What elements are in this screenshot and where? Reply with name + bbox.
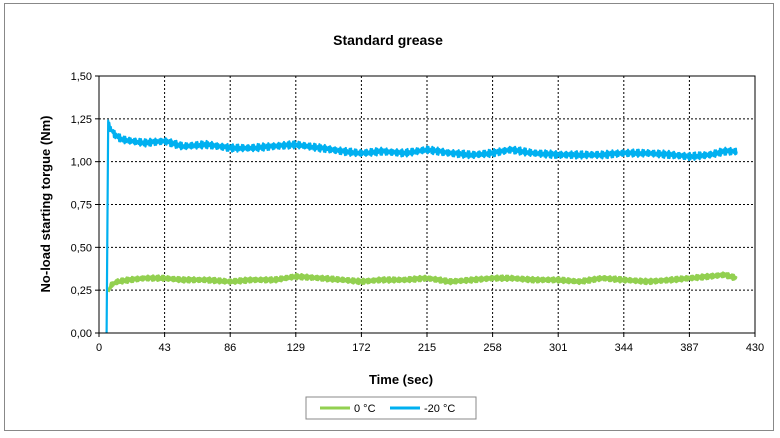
series-line-minus20-c [105,119,738,334]
y-tick-labels: 0,00 0,25 0,50 0,75 1,00 1,25 1,50 [71,71,92,340]
y-tick-label: 0,50 [71,242,92,254]
series-layer [105,119,738,334]
x-tick-label: 43 [158,342,170,354]
y-tick-label: 0,75 [71,200,92,212]
series-line-zero-c [106,271,738,293]
y-tick-label: 1,50 [71,71,92,83]
x-tick-label: 172 [352,342,370,354]
x-tick-label: 301 [549,342,567,354]
y-tick-label: 1,25 [71,114,92,126]
x-tick-label: 387 [680,342,698,354]
legend-entry-label: -20 °C [424,403,455,415]
chart-title: Standard grease [333,32,443,48]
plot-border [98,75,756,334]
x-tick-label: 129 [287,342,305,354]
x-tick-label: 344 [615,342,633,354]
x-tick-label: 0 [96,342,102,354]
legend-entry-label: 0 °C [354,403,376,415]
legend: 0 °C -20 °C [305,396,477,420]
x-tick-labels: 0 43 86 129 172 215 258 301 344 387 430 [96,342,764,354]
y-tick-label: 1,00 [71,157,92,169]
grid [99,75,756,333]
x-tick-label: 215 [418,342,436,354]
x-axis-label: Time (sec) [369,372,433,387]
x-tick-label: 430 [746,342,764,354]
x-tick-label: 86 [224,342,236,354]
y-axis-label: No-load starting torgue (Nm) [38,116,53,293]
x-tick-label: 258 [483,342,501,354]
y-tick-label: 0,00 [71,328,92,340]
y-tick-label: 0,25 [71,285,92,297]
axes [95,75,756,337]
